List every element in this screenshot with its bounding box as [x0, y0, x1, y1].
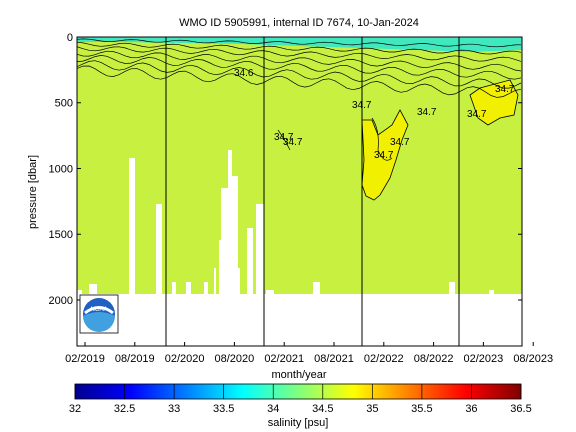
contour-label: 34.7 — [467, 109, 487, 120]
y-tick-label: 500 — [55, 98, 73, 110]
data-gap — [221, 188, 228, 294]
data-gap — [77, 290, 82, 294]
x-tick-label: 08/2023 — [513, 353, 553, 365]
colorbar-tick-label: 34 — [267, 403, 279, 415]
data-gap — [256, 204, 264, 294]
contour-label: 34.7 — [390, 137, 410, 148]
data-gap — [228, 150, 232, 294]
salinity-field — [77, 37, 522, 294]
x-axis: 02/2019 08/2019 02/2020 08/2020 02/2021 08/20… — [65, 342, 553, 365]
colorbar-tick-label: 33 — [168, 403, 180, 415]
data-gap — [89, 284, 97, 294]
y-axis: 0 500 1000 1500 2000 — [49, 32, 522, 307]
contour-lines — [77, 38, 522, 161]
colorbar-tick-label: 32.5 — [114, 403, 135, 415]
no-data-region — [77, 294, 522, 346]
y-tick-label: 1500 — [49, 229, 73, 241]
colorbar-tick-label: 36 — [465, 403, 477, 415]
y-tick-label: 2000 — [49, 295, 73, 307]
contour-line — [371, 117, 393, 161]
data-gap — [214, 268, 216, 294]
x-tick-label: 08/2019 — [115, 353, 155, 365]
x-axis-label: month/year — [271, 369, 326, 381]
data-gap — [313, 282, 320, 294]
x-tick-label: 02/2020 — [165, 353, 205, 365]
data-gap — [238, 268, 240, 294]
colorbar-tick-label: 35.5 — [411, 403, 432, 415]
colorbar-tick-label: 35 — [366, 403, 378, 415]
x-tick-label: 02/2023 — [464, 353, 504, 365]
contour-line — [77, 46, 522, 62]
y-tick-label: 0 — [67, 32, 73, 44]
data-gaps — [77, 150, 494, 294]
data-gap — [156, 204, 162, 294]
y-tick-label: 1000 — [49, 163, 73, 175]
colorbar-ticks: 32 32.5 33 33.5 34 34.5 35 35.5 36 36.5 — [69, 384, 532, 415]
data-gap — [449, 282, 455, 294]
data-gap — [186, 282, 191, 294]
plot-frame — [76, 36, 523, 347]
chart-title: WMO ID 5905991, internal ID 7674, 10-Jan… — [179, 17, 419, 29]
x-tick-label: 08/2020 — [215, 353, 255, 365]
high-salinity-patch-2 — [469, 79, 519, 126]
contour-label: 34.7 — [495, 84, 515, 95]
contour-line — [77, 38, 522, 48]
colorbar-tick-label: 36.5 — [510, 403, 531, 415]
data-gap — [129, 158, 135, 294]
high-salinity-patch — [361, 109, 409, 201]
contour-line — [77, 50, 522, 72]
colorbar-tick-label: 33.5 — [213, 403, 234, 415]
y-axis-label: pressure [dbar] — [27, 155, 39, 229]
colorbar-label: salinity [psu] — [268, 417, 329, 429]
data-gap — [204, 282, 208, 294]
x-tick-label: 02/2022 — [364, 353, 404, 365]
data-gap — [219, 240, 221, 294]
colorbar-tick-label: 34.5 — [312, 403, 333, 415]
x-tick-label: 08/2022 — [414, 353, 454, 365]
data-gap — [489, 290, 494, 294]
contour-labels: 34.634.734.734.734.734.734.7 34.734.7 — [234, 68, 515, 161]
contour-label: 34.6 — [234, 68, 254, 79]
data-gap — [172, 282, 176, 294]
data-gap — [266, 290, 274, 294]
contour-label: 34.7 — [274, 132, 294, 143]
contour-line — [77, 41, 522, 55]
contour-line — [77, 60, 522, 89]
colorbar-tick-label: 32 — [69, 403, 81, 415]
svg-text:NOAA: NOAA — [90, 307, 107, 313]
colorbar — [74, 383, 522, 400]
contour-label: 34.7 — [283, 137, 303, 148]
contour-label: 34.7 — [417, 107, 437, 118]
x-tick-label: 08/2021 — [314, 353, 354, 365]
contour-label: 34.7 — [352, 100, 372, 111]
noaa-logo: NOAA — [79, 294, 119, 334]
contour-line — [277, 129, 291, 151]
x-tick-label: 02/2019 — [65, 353, 105, 365]
contour-line — [77, 55, 522, 80]
profile-markers — [82, 31, 514, 37]
data-gap — [232, 176, 238, 294]
x-tick-label: 02/2021 — [264, 353, 304, 365]
contour-label: 34.7 — [374, 150, 394, 161]
data-gap — [247, 228, 253, 294]
contour-line — [77, 65, 522, 98]
year-dividers — [165, 37, 460, 346]
